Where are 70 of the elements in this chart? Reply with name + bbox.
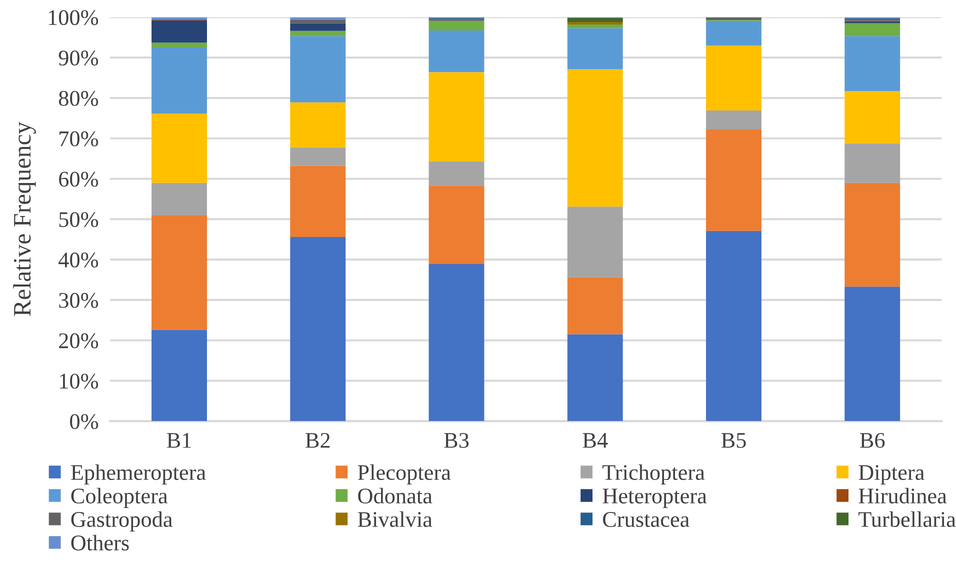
bar <box>152 216 207 330</box>
x-tick-label: B4 <box>582 433 608 448</box>
bar <box>844 143 900 183</box>
bar <box>290 102 346 148</box>
x-tick-label: B6 <box>860 432 885 448</box>
bar <box>428 30 484 72</box>
legend-label: Diptera <box>858 465 924 485</box>
bar <box>290 23 346 31</box>
bar <box>567 24 623 28</box>
bar <box>567 28 623 70</box>
bar <box>844 286 900 422</box>
y-axis-title: Relative Frequency <box>13 122 36 316</box>
bar <box>428 264 484 422</box>
x-tick-label: B1 <box>166 433 191 448</box>
bar <box>706 20 762 46</box>
bar <box>706 230 762 422</box>
legend-label: Ephemeroptera <box>70 464 206 485</box>
legend-label: Gastropoda <box>71 511 172 532</box>
y-tick-label: 20% <box>59 333 98 348</box>
legend-label: Turbellaria <box>858 511 956 527</box>
bar <box>706 45 762 111</box>
bar <box>290 236 346 422</box>
y-tick-label: 10% <box>60 374 98 389</box>
y-tick-label: 70% <box>60 131 98 146</box>
bar <box>706 110 762 130</box>
bar <box>428 186 484 264</box>
legend-label: Odonata <box>358 488 432 504</box>
legend-label: Bivalvia <box>358 511 432 527</box>
y-tick-label: 0% <box>70 414 98 430</box>
bar <box>567 206 623 278</box>
y-tick-label: 40% <box>58 252 98 268</box>
bar <box>290 30 346 36</box>
bar <box>152 114 207 183</box>
y-tick-label: 30% <box>59 292 98 308</box>
x-tick-label: B5 <box>721 433 746 448</box>
bar <box>567 334 623 422</box>
legend-label: Trichoptera <box>602 464 705 485</box>
bar <box>290 147 346 166</box>
bar <box>428 20 484 31</box>
bar <box>428 161 484 186</box>
bar <box>290 166 346 237</box>
bar <box>152 42 207 48</box>
x-tick-label: B3 <box>444 432 469 448</box>
bar <box>706 129 762 231</box>
bar <box>152 47 207 114</box>
y-tick-label: 60% <box>59 172 98 187</box>
bar <box>428 72 484 162</box>
bar <box>290 20 346 24</box>
bar <box>844 23 900 36</box>
bar <box>152 182 207 216</box>
bar <box>152 20 207 43</box>
legend-label: Heteroptera <box>602 488 707 508</box>
bar <box>567 69 623 207</box>
y-tick-label: 50% <box>59 212 98 228</box>
legend-label: Crustacea <box>603 512 690 527</box>
bar <box>152 330 207 422</box>
legend-label: Hirudinea <box>858 488 947 504</box>
bar <box>290 36 346 102</box>
x-tick-label: B2 <box>306 432 330 448</box>
bar <box>844 91 900 144</box>
legend-label: Coleoptera <box>71 488 168 508</box>
bar <box>844 182 900 287</box>
y-tick-label: 80% <box>58 90 98 106</box>
bar <box>844 36 900 92</box>
bar <box>567 18 623 22</box>
legend-label: Others <box>71 534 129 550</box>
y-tick-label: 100% <box>48 10 98 26</box>
bar <box>567 277 623 334</box>
legend-label: Plecoptera <box>358 464 451 485</box>
y-tick-label: 90% <box>58 50 98 66</box>
